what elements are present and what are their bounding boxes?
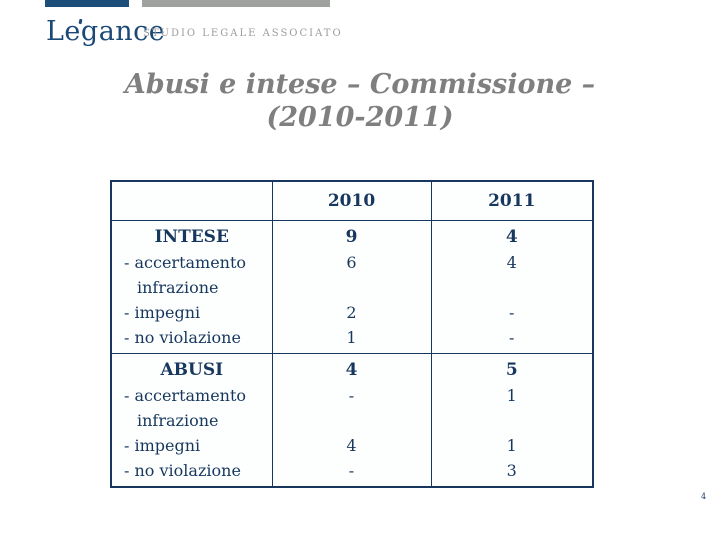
intese-label-accertamento: - accertamento bbox=[124, 253, 247, 272]
abusi-2011-total: 5 bbox=[505, 360, 518, 380]
abusi-2010-impegni: 4 bbox=[346, 436, 357, 455]
header-cell-empty bbox=[110, 180, 273, 221]
intese-2011-total: 4 bbox=[505, 227, 518, 247]
logo-subtitle: STUDIO LEGALE ASSOCIATO bbox=[143, 28, 343, 39]
intese-label-impegni: - impegni bbox=[124, 303, 201, 322]
page-number: 4 bbox=[701, 492, 707, 501]
intese-label-cell: INTESE - accertamento infrazione - impeg… bbox=[110, 220, 273, 354]
intese-2011-accertamento: 4 bbox=[506, 253, 517, 272]
header-cell-2010: 2010 bbox=[271, 180, 432, 221]
table-header-row: 2010 2011 bbox=[110, 180, 594, 221]
intese-2010-impegni: 2 bbox=[346, 303, 357, 322]
abusi-label-cell: ABUSI - accertamento infrazione - impegn… bbox=[110, 353, 273, 488]
abusi-label-infrazione: infrazione bbox=[137, 411, 219, 430]
intese-2010-total: 9 bbox=[345, 227, 358, 247]
table-row-intese: INTESE - accertamento infrazione - impeg… bbox=[110, 220, 594, 354]
spacer-line bbox=[273, 408, 431, 433]
intese-2010-cell: 9 6 2 1 bbox=[271, 220, 432, 354]
stats-table: 2010 2011 INTESE - accertamento infrazio… bbox=[110, 180, 594, 488]
spacer-line bbox=[432, 275, 593, 300]
legance-logo: Legance bbox=[46, 16, 165, 47]
abusi-label-impegni: - impegni bbox=[124, 436, 201, 455]
intese-label-infrazione: infrazione bbox=[137, 278, 219, 297]
intese-2010-no-violazione: 1 bbox=[346, 328, 357, 347]
intese-2010-accertamento: 6 bbox=[346, 253, 357, 272]
abusi-2010-accertamento: - bbox=[348, 386, 355, 405]
logo-gray-bar bbox=[142, 0, 330, 7]
logo-wordmark-text: Legance bbox=[46, 16, 166, 47]
intese-2011-impegni: - bbox=[509, 303, 515, 322]
table-row-abusi: ABUSI - accertamento infrazione - impegn… bbox=[110, 353, 594, 488]
abusi-2011-accertamento: 1 bbox=[506, 386, 517, 405]
intese-section-title: INTESE bbox=[154, 227, 229, 247]
abusi-section-title: ABUSI bbox=[160, 360, 224, 380]
intese-2011-cell: 4 4 - - bbox=[430, 220, 594, 354]
logo-blue-bar bbox=[45, 0, 129, 7]
abusi-2010-total: 4 bbox=[345, 360, 358, 380]
abusi-2010-no-violazione: - bbox=[348, 461, 355, 480]
slide-title-line1: Abusi e intese – Commissione – bbox=[124, 69, 596, 100]
abusi-label-no-violazione: - no violazione bbox=[124, 461, 241, 480]
spacer-line bbox=[432, 408, 593, 433]
abusi-2011-no-violazione: 3 bbox=[506, 461, 517, 480]
header-cell-2011: 2011 bbox=[430, 180, 594, 221]
intese-2011-no-violazione: - bbox=[509, 328, 515, 347]
abusi-2011-cell: 5 1 1 3 bbox=[430, 353, 594, 488]
abusi-2011-impegni: 1 bbox=[506, 436, 517, 455]
slide-title-line2: (2010-2011) bbox=[266, 102, 454, 133]
spacer-line bbox=[273, 275, 431, 300]
abusi-label-accertamento: - accertamento bbox=[124, 386, 247, 405]
slide-title: Abusi e intese – Commissione – (2010-201… bbox=[0, 68, 720, 134]
abusi-2010-cell: 4 - 4 - bbox=[271, 353, 432, 488]
intese-label-no-violazione: - no violazione bbox=[124, 328, 241, 347]
